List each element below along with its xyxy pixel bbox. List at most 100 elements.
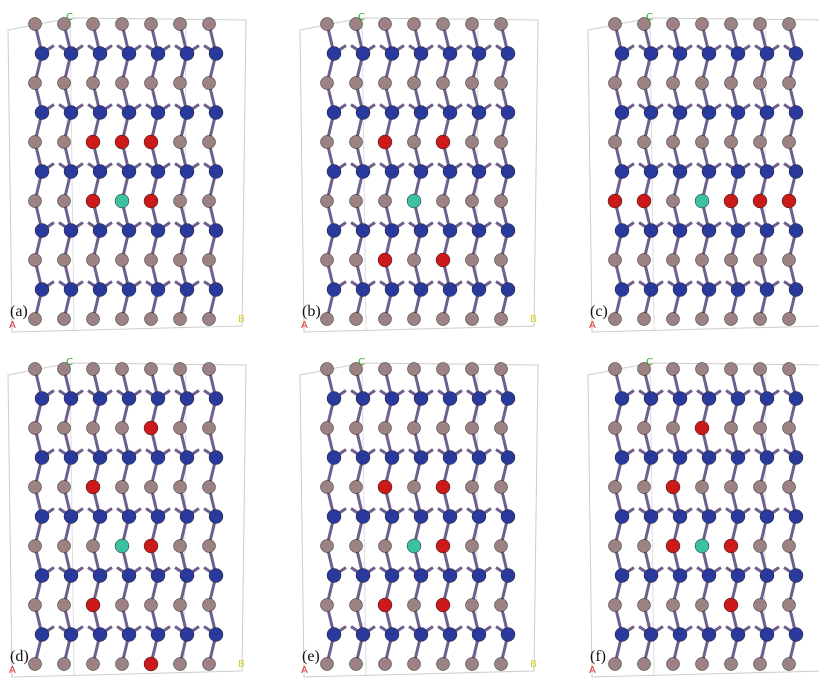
o-atom — [435, 134, 451, 150]
n-atom — [759, 627, 775, 642]
n-atom — [672, 509, 688, 524]
c-atom — [28, 480, 42, 494]
panel: (d)A B C — [7, 357, 247, 678]
c-atom — [115, 362, 129, 376]
n-atom — [759, 450, 775, 465]
c-atom — [57, 598, 71, 612]
c-atom — [753, 362, 767, 376]
o-atom — [723, 597, 739, 613]
c-atom — [28, 253, 42, 267]
n-atom — [471, 164, 487, 179]
panel: (e)A B C — [299, 357, 539, 678]
o-atom — [723, 193, 739, 209]
c-atom — [173, 480, 187, 494]
n-atom — [208, 568, 224, 583]
c-atom — [465, 598, 479, 612]
c-atom — [202, 598, 216, 612]
c-atom — [407, 362, 421, 376]
n-atom — [471, 509, 487, 524]
c-atom — [202, 135, 216, 149]
n-atom — [788, 223, 804, 238]
n-atom — [208, 282, 224, 297]
c-atom — [320, 312, 334, 326]
c-atom — [407, 657, 421, 671]
c-atom — [28, 17, 42, 31]
n-atom — [63, 391, 79, 406]
c-atom — [782, 480, 796, 494]
n-atom — [500, 627, 516, 642]
axis-label-c: C — [66, 12, 73, 23]
axis-label-b: B — [238, 659, 245, 670]
n-atom — [384, 509, 400, 524]
n-atom — [34, 105, 50, 120]
c-atom — [202, 421, 216, 435]
c-atom — [378, 312, 392, 326]
panel-label: (b) — [302, 303, 321, 320]
c-atom — [695, 362, 709, 376]
panel: (b)A B C — [299, 12, 539, 333]
c-atom — [695, 76, 709, 90]
n-atom — [500, 391, 516, 406]
n-atom — [500, 164, 516, 179]
c-atom — [57, 312, 71, 326]
o-atom — [377, 252, 393, 268]
c-atom — [86, 253, 100, 267]
n-atom — [34, 223, 50, 238]
n-atom — [643, 627, 659, 642]
n-atom — [614, 46, 630, 61]
c-atom — [57, 76, 71, 90]
panel-label: (f) — [590, 648, 606, 665]
c-atom — [724, 657, 738, 671]
c-atom — [695, 657, 709, 671]
n-atom — [208, 391, 224, 406]
o-atom — [435, 252, 451, 268]
c-atom — [608, 480, 622, 494]
n-atom — [500, 450, 516, 465]
n-atom — [384, 627, 400, 642]
c-atom — [28, 76, 42, 90]
c-atom — [407, 135, 421, 149]
n-atom — [179, 568, 195, 583]
c-atom — [202, 312, 216, 326]
c-atom — [465, 76, 479, 90]
c-atom — [782, 421, 796, 435]
n-atom — [413, 391, 429, 406]
c-atom — [724, 312, 738, 326]
n-atom — [643, 568, 659, 583]
n-atom — [672, 105, 688, 120]
c-atom — [494, 17, 508, 31]
n-atom — [413, 627, 429, 642]
n-atom — [326, 391, 342, 406]
n-atom — [92, 391, 108, 406]
c-atom — [724, 76, 738, 90]
c-atom — [608, 253, 622, 267]
o-atom — [143, 656, 159, 672]
c-atom — [753, 657, 767, 671]
c-atom — [666, 135, 680, 149]
c-atom — [115, 312, 129, 326]
n-atom — [326, 282, 342, 297]
dopant-atom — [114, 193, 130, 209]
c-atom — [86, 539, 100, 553]
c-atom — [173, 17, 187, 31]
n-atom — [788, 46, 804, 61]
n-atom — [355, 627, 371, 642]
c-atom — [494, 253, 508, 267]
n-atom — [730, 223, 746, 238]
n-atom — [150, 282, 166, 297]
n-atom — [384, 450, 400, 465]
n-atom — [208, 223, 224, 238]
c-atom — [695, 253, 709, 267]
n-atom — [355, 105, 371, 120]
n-atom — [208, 105, 224, 120]
n-atom — [63, 223, 79, 238]
n-atom — [701, 627, 717, 642]
c-atom — [465, 421, 479, 435]
c-atom — [144, 480, 158, 494]
n-atom — [413, 568, 429, 583]
n-atom — [150, 46, 166, 61]
panel-label: (d) — [10, 648, 29, 665]
n-atom — [326, 509, 342, 524]
c-atom — [782, 17, 796, 31]
c-atom — [57, 135, 71, 149]
